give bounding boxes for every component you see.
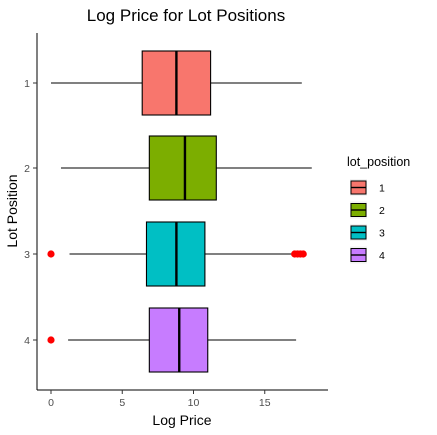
y-tick-label: 2 bbox=[24, 163, 30, 175]
box-iqr bbox=[148, 135, 217, 201]
chart-title: Log Price for Lot Positions bbox=[87, 6, 285, 25]
box-group-1 bbox=[51, 50, 302, 116]
x-tick-label: 0 bbox=[48, 397, 54, 409]
plot-area: 0 5 10 15 1 2 3 4 bbox=[24, 33, 328, 409]
outlier-point bbox=[47, 250, 55, 258]
x-tick-label: 15 bbox=[259, 397, 271, 409]
y-axis-title: Lot Position bbox=[4, 174, 20, 247]
legend: lot_position 1 2 3 4 bbox=[347, 155, 410, 264]
legend-item-1: 1 bbox=[350, 179, 385, 196]
x-axis-title: Log Price bbox=[152, 412, 211, 428]
y-tick-label: 4 bbox=[24, 335, 30, 347]
box-group-4 bbox=[47, 307, 297, 373]
x-tick-label: 10 bbox=[188, 397, 200, 409]
legend-item-2: 2 bbox=[350, 201, 385, 219]
y-tick-label: 3 bbox=[24, 249, 30, 261]
legend-item-3: 3 bbox=[350, 224, 385, 241]
legend-label: 3 bbox=[379, 228, 385, 240]
outlier-point bbox=[47, 336, 55, 344]
x-tick-label: 5 bbox=[119, 397, 125, 409]
legend-label: 2 bbox=[379, 205, 385, 217]
outlier-point bbox=[299, 250, 307, 258]
box-group-3 bbox=[47, 221, 307, 287]
box-group-2 bbox=[60, 135, 312, 201]
legend-item-4: 4 bbox=[350, 246, 385, 264]
legend-label: 1 bbox=[379, 183, 385, 195]
legend-label: 4 bbox=[379, 250, 385, 262]
y-tick-label: 1 bbox=[24, 78, 30, 90]
legend-title: lot_position bbox=[347, 155, 410, 169]
